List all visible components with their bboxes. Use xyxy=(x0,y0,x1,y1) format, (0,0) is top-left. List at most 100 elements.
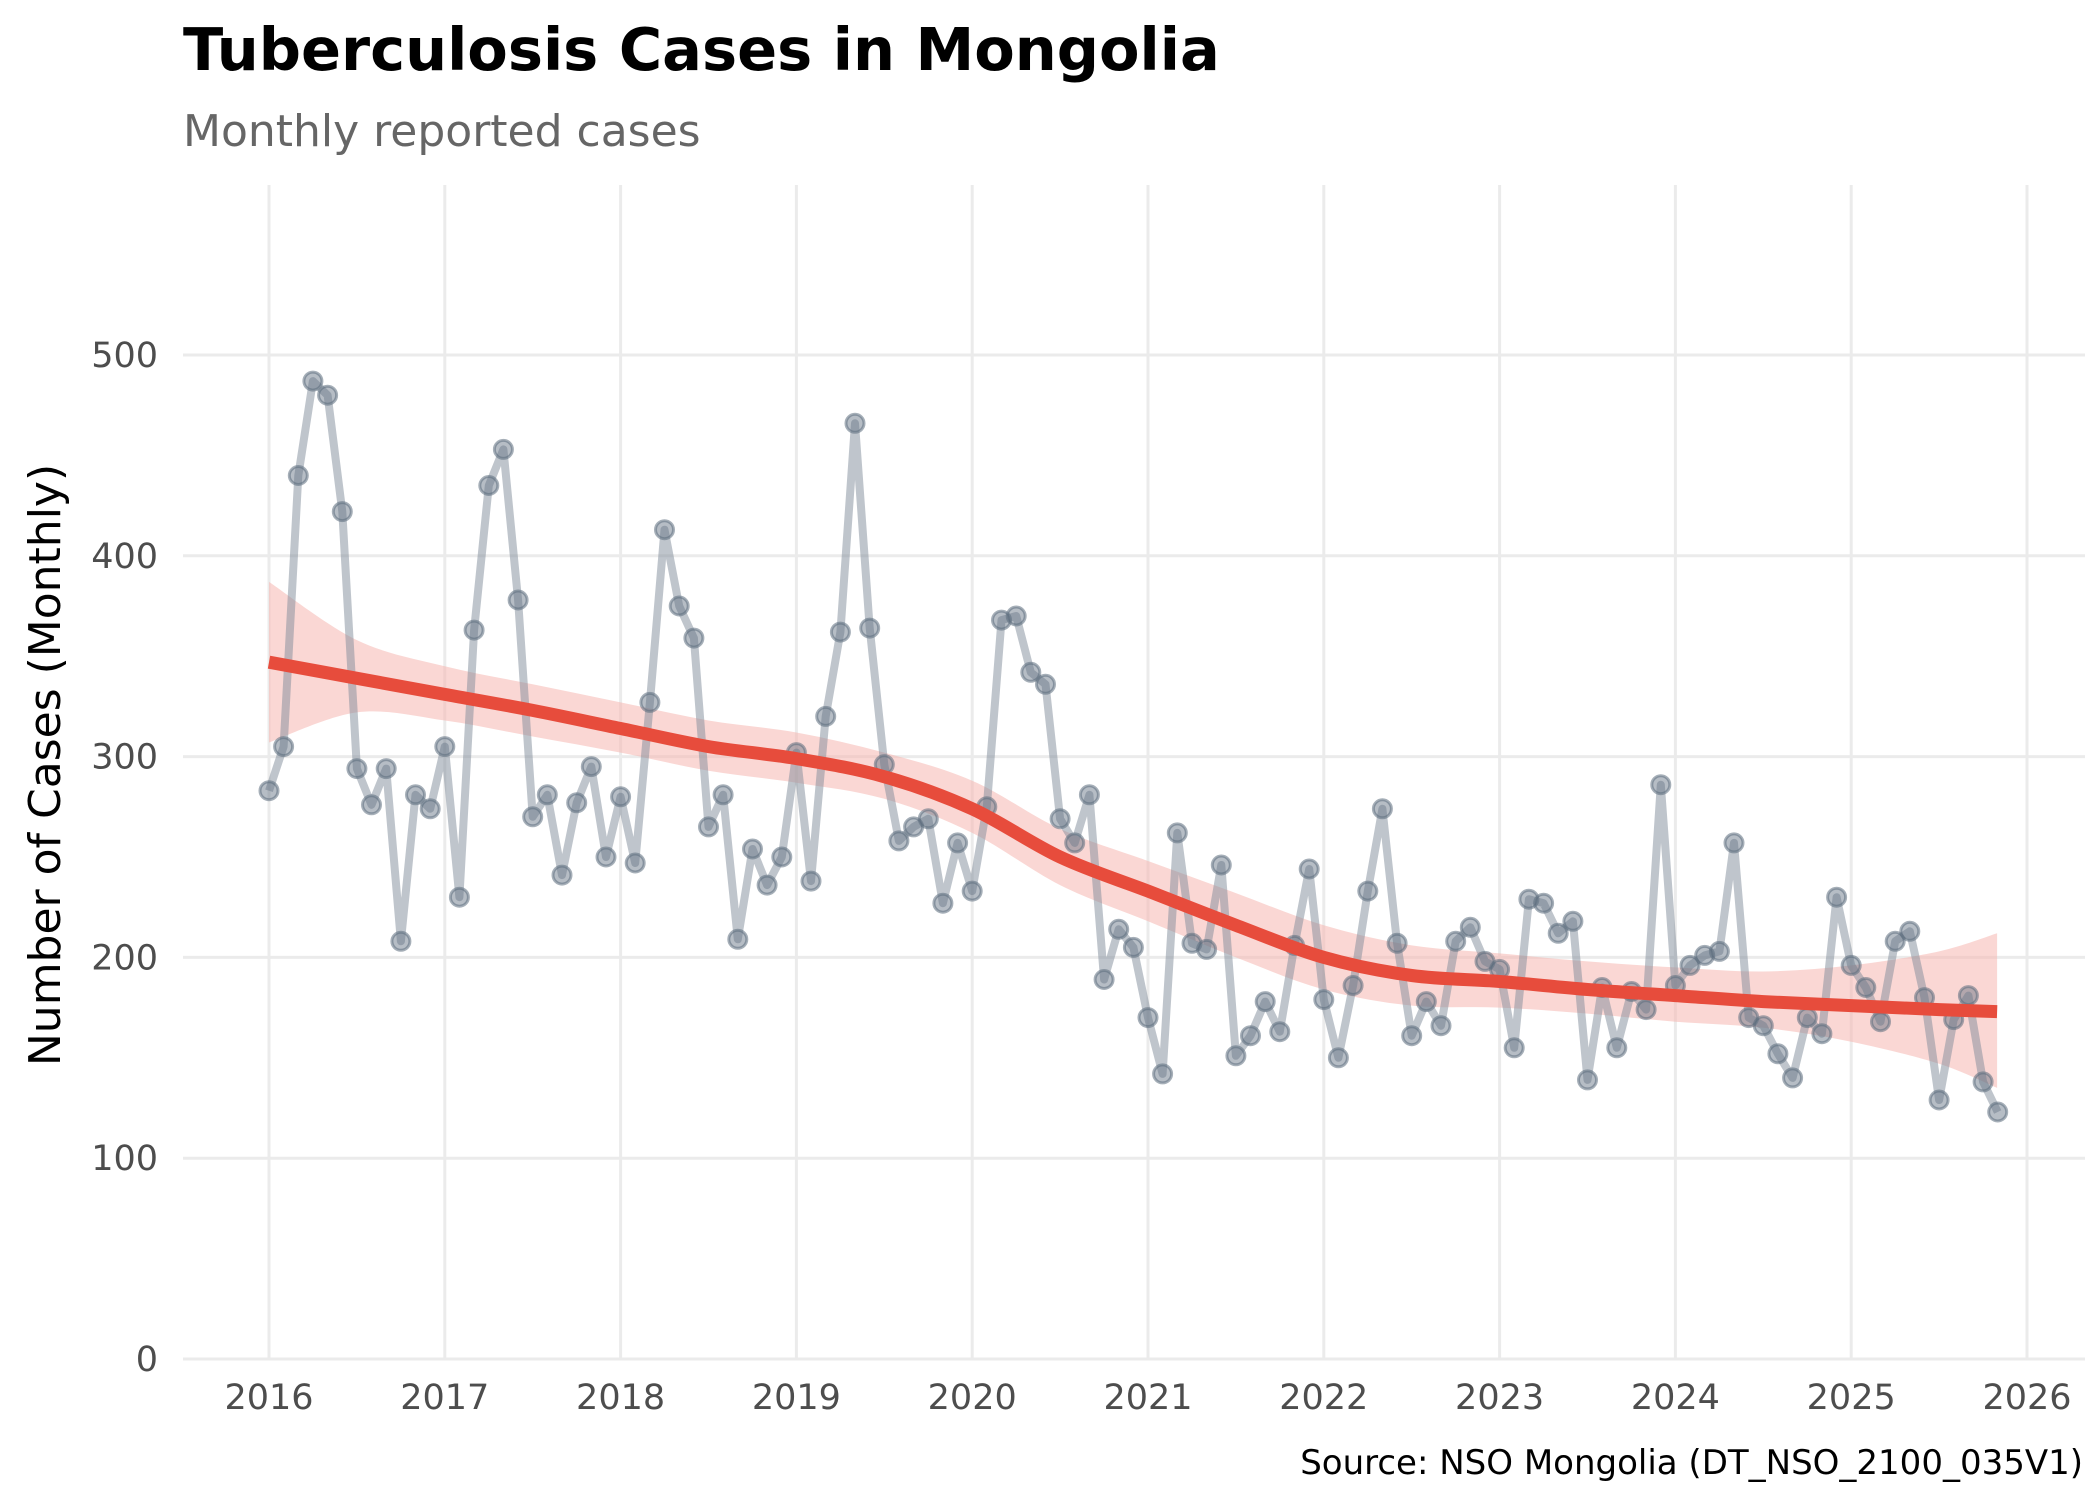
data-point xyxy=(1137,1007,1159,1029)
data-point xyxy=(1503,1037,1525,1059)
data-point xyxy=(610,786,632,808)
data-point xyxy=(1884,930,1906,952)
data-point xyxy=(1269,1021,1291,1043)
x-tick-label: 2018 xyxy=(576,1378,665,1418)
data-point xyxy=(1987,1101,2009,1123)
data-point xyxy=(1298,858,1320,880)
data-point xyxy=(712,784,734,806)
data-point xyxy=(1767,1043,1789,1065)
data-point xyxy=(654,519,675,541)
data-point xyxy=(434,736,456,758)
data-point xyxy=(536,784,558,806)
x-tick-label: 2017 xyxy=(400,1378,489,1418)
x-tick-label: 2016 xyxy=(224,1378,313,1418)
x-tick-label: 2019 xyxy=(752,1378,841,1418)
data-point xyxy=(1562,910,1584,932)
data-point xyxy=(624,852,646,874)
data-point xyxy=(346,758,368,780)
data-point xyxy=(375,758,397,780)
data-point xyxy=(1254,991,1276,1013)
data-point xyxy=(1752,1015,1774,1037)
data-point xyxy=(507,589,529,611)
data-point xyxy=(947,832,969,854)
data-point xyxy=(492,438,514,460)
x-tick-label: 2023 xyxy=(1455,1378,1544,1418)
data-point xyxy=(961,880,983,902)
data-point xyxy=(1430,1015,1452,1037)
data-point xyxy=(1957,985,1979,1007)
y-tick-label: 400 xyxy=(91,537,158,577)
data-point xyxy=(1606,1037,1628,1059)
x-tick-label: 2026 xyxy=(1982,1378,2071,1418)
y-axis-label: Number of Cases (Monthly) xyxy=(20,464,71,1066)
data-point xyxy=(1972,1071,1994,1093)
data-point xyxy=(1635,999,1657,1021)
source-caption: Source: NSO Mongolia (DT_NSO_2100_035V1) xyxy=(1300,1443,2083,1483)
trend-confidence-band xyxy=(269,581,1998,1088)
grid xyxy=(183,185,2085,1361)
data-point xyxy=(1899,920,1921,942)
data-point xyxy=(317,384,339,406)
data-point xyxy=(1064,832,1086,854)
data-point xyxy=(1357,880,1379,902)
data-point xyxy=(1240,1025,1261,1047)
data-point xyxy=(1386,932,1408,954)
data-point xyxy=(1650,774,1672,796)
data-point xyxy=(668,595,690,617)
data-point xyxy=(1166,822,1188,844)
data-point xyxy=(771,846,793,868)
y-tick-label: 0 xyxy=(136,1340,158,1380)
x-tick-label: 2020 xyxy=(928,1378,1017,1418)
data-point xyxy=(1049,808,1071,830)
data-point xyxy=(273,736,295,758)
data-point xyxy=(1035,673,1056,695)
data-point xyxy=(595,846,617,868)
data-point xyxy=(390,930,412,952)
data-point xyxy=(1313,989,1335,1011)
chart-subtitle: Monthly reported cases xyxy=(183,106,701,157)
data-point xyxy=(1459,916,1481,938)
data-point xyxy=(258,780,280,802)
data-point xyxy=(1723,832,1745,854)
y-tick-label: 200 xyxy=(91,938,158,978)
data-point xyxy=(932,892,954,914)
data-point xyxy=(1210,854,1232,876)
data-point xyxy=(1928,1089,1950,1111)
x-axis: 2016 2017 2018 2019 2020 2021 2022 2023 2024 2025… xyxy=(224,1378,2071,1418)
data-point xyxy=(1811,1023,1833,1045)
data-point xyxy=(1020,661,1042,683)
data-point xyxy=(1679,954,1701,976)
y-tick-label: 500 xyxy=(91,336,158,376)
data-point xyxy=(756,874,778,896)
data-point xyxy=(1547,922,1569,944)
data-point xyxy=(361,794,382,816)
data-point xyxy=(1870,1011,1891,1033)
data-point xyxy=(829,621,851,643)
x-tick-label: 2025 xyxy=(1807,1378,1896,1418)
data-point xyxy=(639,691,661,713)
data-point xyxy=(844,412,866,434)
y-tick-label: 300 xyxy=(91,738,158,778)
data-point xyxy=(1782,1067,1804,1089)
data-point xyxy=(1577,1069,1598,1091)
trend-line xyxy=(267,655,1998,1019)
data-point xyxy=(1078,784,1100,806)
x-tick-label: 2024 xyxy=(1631,1378,1720,1418)
y-tick-label: 100 xyxy=(91,1139,158,1179)
data-point xyxy=(551,864,573,886)
data-point xyxy=(1005,605,1027,627)
data-point xyxy=(1401,1025,1423,1047)
data-point xyxy=(1225,1045,1247,1067)
x-tick-label: 2021 xyxy=(1103,1378,1192,1418)
data-point xyxy=(1826,886,1848,908)
data-point xyxy=(478,475,500,496)
data-point xyxy=(1152,1063,1174,1085)
data-point xyxy=(522,806,544,828)
data-point xyxy=(1415,991,1437,1013)
data-point xyxy=(727,928,749,950)
data-point xyxy=(1445,930,1467,952)
data-point xyxy=(1108,918,1130,940)
data-point xyxy=(1093,969,1115,990)
y-axis: 0 100 200 300 400 500 xyxy=(91,336,158,1380)
x-tick-label: 2022 xyxy=(1279,1378,1368,1418)
